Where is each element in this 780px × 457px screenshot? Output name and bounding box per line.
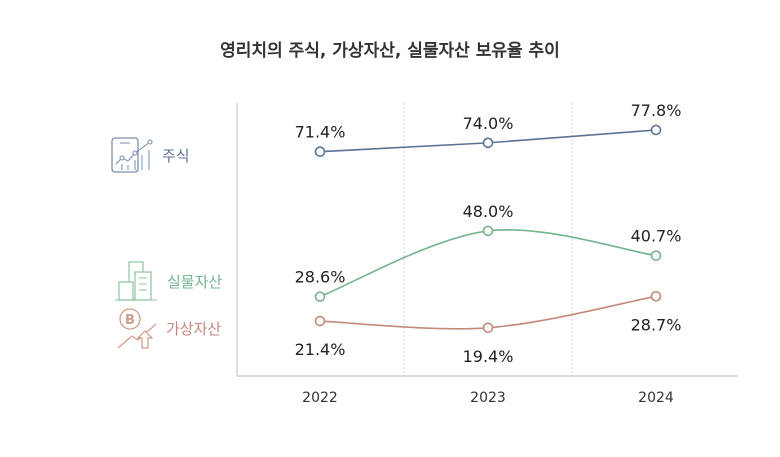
- legend-label-virtual-assets: 가상자산: [166, 319, 222, 338]
- data-point: [482, 225, 494, 237]
- data-point: [482, 137, 494, 149]
- data-point: [650, 290, 662, 302]
- data-label: 19.4%: [463, 347, 514, 366]
- legend-label-stocks: 주식: [162, 146, 190, 165]
- stock-chart-phone-icon: [111, 137, 153, 173]
- data-point: [650, 124, 662, 136]
- data-label: 28.7%: [631, 315, 682, 334]
- legend-label-real-assets: 실물자산: [167, 272, 223, 291]
- bitcoin-icon: B: [117, 308, 157, 349]
- svg-text:B: B: [125, 313, 135, 328]
- data-point: [314, 291, 326, 302]
- x-tick-label: 2023: [470, 390, 506, 406]
- chart-title: 영리치의 주식, 가상자산, 실물자산 보유율 추이: [220, 41, 560, 61]
- data-point: [314, 146, 326, 157]
- x-tick-label: 2024: [638, 390, 674, 406]
- data-label: 74.0%: [463, 114, 514, 133]
- data-label: 48.0%: [463, 202, 514, 221]
- data-label: 21.4%: [295, 340, 346, 359]
- data-label: 77.8%: [631, 101, 682, 120]
- data-label: 71.4%: [295, 123, 346, 142]
- data-point: [650, 250, 662, 261]
- data-label: 40.7%: [631, 227, 682, 246]
- data-label: 28.6%: [295, 268, 346, 287]
- legend-item-virtual-assets: B 가상자산: [116, 306, 221, 350]
- series-line: [319, 229, 657, 298]
- x-tick-label: 2022: [302, 390, 338, 406]
- legend-item-real-assets: 실물자산: [115, 260, 222, 302]
- data-point: [314, 315, 326, 327]
- data-point: [482, 322, 494, 334]
- legend-item-stocks: 주식: [108, 136, 190, 174]
- buildings-icon: [115, 261, 157, 301]
